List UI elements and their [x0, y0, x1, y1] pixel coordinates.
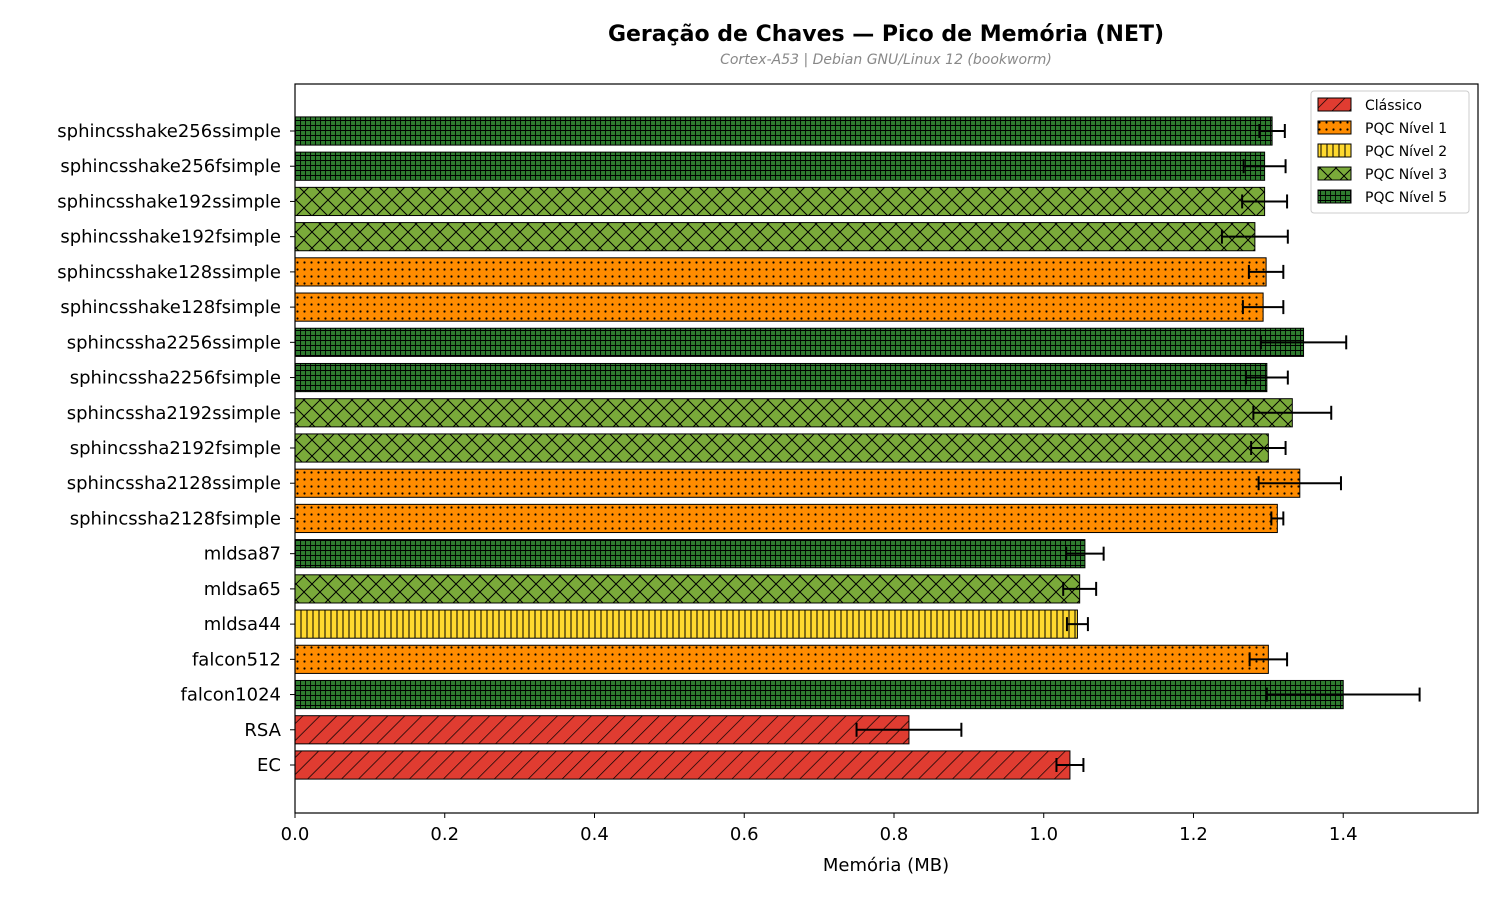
error-bar-sphincssha2128ssimple	[1257, 476, 1342, 491]
y-tick-label: sphincssha2256fsimple	[70, 368, 281, 389]
error-bar-sphincssha2128fsimple	[1270, 511, 1285, 526]
x-tick-label: 0.8	[880, 824, 909, 845]
error-bar-falcon1024	[1265, 687, 1421, 702]
error-bar-RSA	[855, 722, 963, 737]
y-tick-label: EC	[257, 755, 281, 776]
bar-sphincssha2128fsimple	[294, 503, 1278, 534]
bar-sphincsshake128fsimple	[294, 292, 1264, 322]
y-tick-label: sphincssha2192fsimple	[70, 438, 281, 459]
x-axis-label: Memória (MB)	[823, 855, 949, 876]
error-bar-sphincsshake256fsimple	[1242, 159, 1287, 174]
bar-RSA	[294, 715, 910, 745]
x-tick-label: 1.2	[1179, 824, 1208, 845]
bar-mldsa44	[294, 609, 1078, 639]
error-bar-falcon512	[1248, 652, 1289, 667]
legend-swatch	[1317, 189, 1352, 204]
y-tick-label: falcon1024	[181, 685, 282, 706]
legend-swatch	[1317, 166, 1352, 181]
bar-mldsa65	[294, 574, 1081, 604]
bar-mldsa87	[294, 539, 1086, 569]
bar-sphincssha2192ssimple	[294, 398, 1293, 428]
error-bar-sphincsshake192fsimple	[1220, 229, 1289, 244]
chart-subtitle: Cortex-A53 | Debian GNU/Linux 12 (bookwo…	[720, 52, 1052, 68]
bar-sphincssha2128ssimple	[294, 468, 1301, 498]
y-tick-label: sphincssha2192ssimple	[67, 403, 281, 424]
bar-EC	[294, 750, 1071, 780]
error-bar-sphincsshake128fsimple	[1241, 300, 1285, 315]
legend-label: Clássico	[1365, 98, 1422, 114]
legend-swatch	[1317, 97, 1352, 112]
chart-title: Geração de Chaves — Pico de Memória (NET…	[608, 22, 1164, 47]
y-tick-label: sphincsshake256ssimple	[57, 121, 281, 142]
error-bar-mldsa65	[1062, 581, 1098, 596]
bar-sphincsshake256ssimple	[294, 116, 1273, 146]
y-tick-label: sphincsshake256fsimple	[60, 156, 281, 177]
bar-sphincsshake128ssimple	[294, 257, 1267, 287]
bar-sphincsshake256fsimple	[294, 151, 1266, 181]
error-bar-sphincssha2192fsimple	[1250, 441, 1287, 455]
error-bar-sphincsshake192ssimple	[1241, 194, 1289, 209]
error-bar-mldsa44	[1065, 617, 1089, 632]
legend-swatch	[1317, 143, 1352, 158]
legend-label: PQC Nível 3	[1365, 167, 1447, 183]
error-bar-EC	[1055, 758, 1085, 772]
error-bar-sphincssha2192ssimple	[1252, 405, 1333, 420]
legend-label: PQC Nível 1	[1365, 121, 1447, 137]
y-tick-label: sphincsshake192fsimple	[60, 227, 281, 248]
error-bars-layer	[855, 124, 1421, 772]
y-tick-label: sphincsshake128ssimple	[57, 262, 281, 283]
y-tick-label: sphincssha2128ssimple	[67, 473, 281, 494]
bar-sphincsshake192ssimple	[294, 186, 1266, 217]
bar-sphincsshake192fsimple	[294, 222, 1256, 252]
error-bar-sphincssha2256ssimple	[1259, 335, 1348, 350]
error-bar-mldsa87	[1065, 546, 1105, 561]
legend: Clássico PQC Nível 1 PQC Nível 2 PQC Nível …	[1310, 90, 1470, 214]
y-tick-label: mldsa65	[204, 579, 281, 600]
x-tick-label: 1.0	[1029, 824, 1058, 845]
y-tick-label: RSA	[244, 720, 281, 741]
legend-label: PQC Nível 2	[1365, 144, 1447, 160]
x-tick-label: 0.0	[281, 824, 310, 845]
bar-falcon1024	[294, 679, 1344, 710]
y-tick-label: sphincsshake192ssimple	[57, 191, 281, 212]
x-tick-label: 0.6	[730, 824, 759, 845]
bars-layer	[294, 116, 1344, 780]
error-bar-sphincssha2256fsimple	[1244, 370, 1289, 385]
y-tick-label: sphincssha2256ssimple	[67, 332, 281, 353]
bar-sphincssha2256ssimple	[294, 327, 1305, 357]
x-tick-label: 1.4	[1329, 824, 1358, 845]
bar-falcon512	[294, 644, 1269, 674]
y-tick-label: falcon512	[192, 649, 281, 670]
x-tick-label: 0.4	[580, 824, 609, 845]
bar-sphincssha2256fsimple	[294, 362, 1268, 393]
legend-swatch	[1317, 120, 1352, 135]
error-bar-sphincsshake128ssimple	[1247, 264, 1285, 279]
y-tick-label: sphincssha2128fsimple	[70, 508, 281, 529]
error-bar-sphincsshake256ssimple	[1258, 124, 1286, 138]
bar-sphincssha2192fsimple	[294, 433, 1269, 463]
y-tick-label: mldsa44	[204, 614, 281, 635]
legend-label: PQC Nível 5	[1365, 190, 1447, 206]
y-axis: sphincsshake256ssimple sphincsshake256fsi…	[57, 121, 295, 776]
x-tick-label: 0.2	[430, 824, 459, 845]
y-tick-label: mldsa87	[204, 544, 281, 565]
x-axis: 0.0 0.2 0.4 0.6 0.8 1.0 1.2 1.4	[281, 813, 1358, 845]
y-tick-label: sphincsshake128fsimple	[60, 297, 281, 318]
